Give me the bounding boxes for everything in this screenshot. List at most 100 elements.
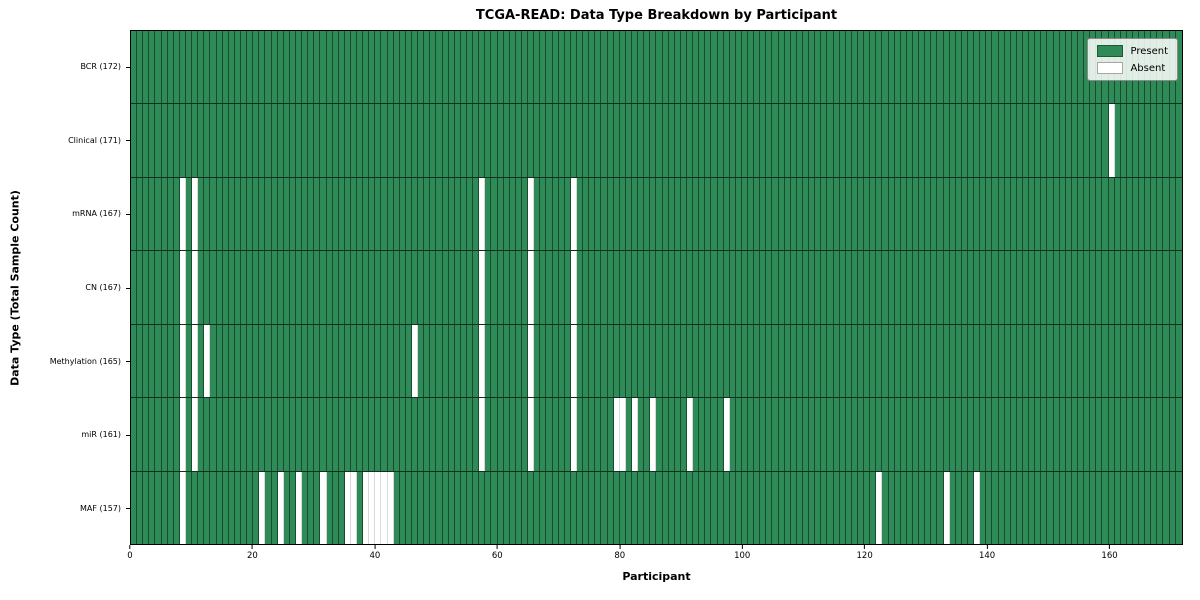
heatmap-cell [1084,104,1091,177]
heatmap-cell [497,31,504,104]
heatmap-cell [143,471,150,544]
heatmap-cell [705,104,712,177]
heatmap-cell [674,251,681,324]
heatmap-cell [418,104,425,177]
heatmap-cell [375,104,382,177]
heatmap-cell [992,324,999,398]
heatmap-cell [564,177,571,251]
heatmap-cell [1029,251,1036,324]
heatmap-cell [1041,398,1048,471]
heatmap-cell [167,471,174,544]
heatmap-cell [295,31,303,104]
heatmap-cell [540,398,547,471]
heatmap-cell [619,104,626,177]
heatmap-cell [601,177,608,251]
heatmap-cell [1077,177,1085,251]
heatmap-cell [778,31,785,104]
heatmap-cell [711,471,718,544]
heatmap-cell [638,104,645,177]
heatmap-cell [760,104,767,177]
heatmap-cell [430,324,437,398]
heatmap-cell [570,31,577,104]
heatmap-cell [1157,251,1164,324]
heatmap-cell [534,324,541,398]
heatmap-cell [320,471,327,544]
heatmap-cell [741,324,749,398]
heatmap-cell [1035,324,1042,398]
heatmap-cell [418,251,425,324]
heatmap-cell [283,398,290,471]
ytick-label: Clinical (171) [68,135,121,145]
heatmap-cell [430,251,437,324]
heatmap-cell [540,471,547,544]
heatmap-cell [344,177,351,251]
heatmap-cell [754,31,761,104]
heatmap-cell [570,471,577,544]
heatmap-cell [986,471,993,544]
heatmap-cell [222,31,229,104]
heatmap-cell [1053,31,1060,104]
heatmap-cell [454,177,461,251]
heatmap-cell [619,251,626,324]
heatmap-cell [711,104,718,177]
heatmap-row-maf [131,471,1182,544]
heatmap-cell [870,398,877,471]
heatmap-cell [1059,177,1066,251]
heatmap-cell [399,471,406,544]
heatmap-cell [137,31,144,104]
heatmap-cell [1151,398,1158,471]
heatmap-cell [155,104,162,177]
heatmap-cell [185,471,193,544]
heatmap-cell [534,471,541,544]
heatmap-cell [1065,471,1072,544]
heatmap-cell [790,471,797,544]
heatmap-cell [277,177,284,251]
heatmap-cell [1096,398,1103,471]
heatmap-cell [576,398,584,471]
heatmap-cell [216,398,223,471]
heatmap-cell [253,251,260,324]
heatmap-cell [1059,471,1066,544]
heatmap-cell [1090,251,1097,324]
heatmap-cell [552,471,559,544]
heatmap-cell [448,31,455,104]
heatmap-cell [796,471,804,544]
heatmap-cell [662,471,669,544]
heatmap-cell [1120,104,1127,177]
heatmap-cell [1022,251,1030,324]
heatmap-cell [955,398,962,471]
heatmap-cell [485,31,492,104]
heatmap-cell [851,398,859,471]
heatmap-cell [607,251,614,324]
heatmap-cell [686,324,694,398]
heatmap-cell [674,31,681,104]
heatmap-cell [735,251,742,324]
heatmap-cell [699,31,706,104]
heatmap-cell [247,398,254,471]
heatmap-cell [925,471,932,544]
ytick-label: miR (161) [81,430,121,440]
heatmap-cell [326,31,333,104]
heatmap-cell [821,31,828,104]
heatmap-cell [735,177,742,251]
heatmap-cell [1163,398,1170,471]
heatmap-cell [809,251,816,324]
heatmap-cell [913,177,920,251]
heatmap-cell [858,104,865,177]
xtick: 40 [369,545,380,561]
heatmap-cell [344,324,351,398]
x-axis-title: Participant [622,570,691,583]
heatmap-cell [821,471,828,544]
heatmap-cell [906,398,913,471]
heatmap-cell [381,104,388,177]
heatmap-cell [454,31,461,104]
heatmap-cell [760,31,767,104]
heatmap-cell [381,398,388,471]
heatmap-cell [699,324,706,398]
heatmap-cell [1053,104,1060,177]
heatmap-cell [748,324,755,398]
heatmap-cell [717,177,724,251]
heatmap-cell [497,398,504,471]
heatmap-cell [558,398,565,471]
heatmap-cell [240,398,248,471]
